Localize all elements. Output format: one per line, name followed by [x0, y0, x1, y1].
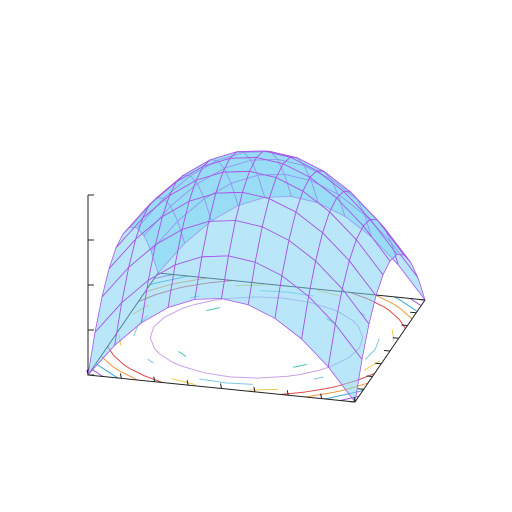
contour-line — [305, 392, 334, 398]
contour-line — [356, 372, 375, 381]
contour-line — [171, 361, 181, 367]
contour-line — [159, 353, 172, 363]
contour-line — [119, 370, 138, 381]
y-tick — [375, 362, 382, 365]
x-tick — [286, 390, 289, 396]
contour-line — [149, 326, 154, 338]
contour-line — [206, 307, 221, 312]
contour-line — [391, 329, 395, 341]
contour-line — [363, 360, 381, 371]
x-tick — [220, 383, 222, 389]
contour-line — [133, 325, 139, 337]
y-tick — [401, 324, 408, 326]
contour-line — [313, 376, 324, 380]
contour-line — [91, 368, 104, 377]
contour-line — [332, 389, 345, 393]
y-tick — [357, 388, 364, 390]
contour-line — [292, 363, 307, 368]
x-tick — [186, 380, 189, 386]
contour-line — [112, 366, 120, 372]
contour-line — [364, 349, 376, 360]
contour-line — [123, 364, 130, 369]
contour-line — [299, 369, 320, 376]
contour-line — [286, 374, 300, 377]
contour-line — [113, 355, 125, 365]
contour-line — [393, 303, 401, 309]
y-tick — [392, 337, 399, 339]
contour-line — [178, 351, 187, 357]
contour-line — [154, 348, 160, 355]
contour-line — [129, 367, 145, 377]
contour-line — [199, 378, 226, 384]
contour-line — [374, 338, 380, 350]
surface-patch — [327, 323, 363, 403]
contour-line — [388, 310, 400, 320]
contour-line — [375, 294, 394, 305]
x-tick — [253, 386, 256, 392]
contour-line — [248, 388, 279, 391]
contour-line — [229, 376, 258, 379]
contour-line — [399, 308, 413, 320]
contour-line — [153, 316, 165, 328]
contour-line — [409, 298, 422, 307]
y-tick — [418, 299, 426, 301]
contour-line — [280, 391, 305, 395]
contour-line — [164, 307, 183, 318]
contour-line — [182, 304, 194, 309]
contour-line — [203, 372, 230, 378]
contour-line — [97, 364, 116, 377]
contour-line — [304, 387, 328, 393]
contour-line — [257, 375, 287, 379]
y-tick — [366, 375, 373, 377]
x-tick — [320, 393, 323, 399]
contour-line — [383, 306, 390, 311]
contour-line — [144, 375, 163, 384]
contour-line — [179, 365, 204, 374]
contour-line — [193, 299, 214, 306]
contour-line — [149, 337, 156, 350]
contour-line — [171, 378, 196, 386]
contour-line — [327, 385, 338, 389]
contour-line — [397, 298, 416, 311]
contour-line — [225, 382, 253, 385]
x-tick — [353, 396, 356, 403]
y-tick — [383, 350, 391, 352]
y-tick — [348, 401, 356, 403]
contour-line — [147, 358, 154, 364]
y-tick — [410, 311, 417, 314]
x-tick — [119, 373, 122, 379]
x-tick — [153, 376, 156, 382]
contour-line — [398, 318, 406, 329]
x-tick — [86, 369, 89, 376]
